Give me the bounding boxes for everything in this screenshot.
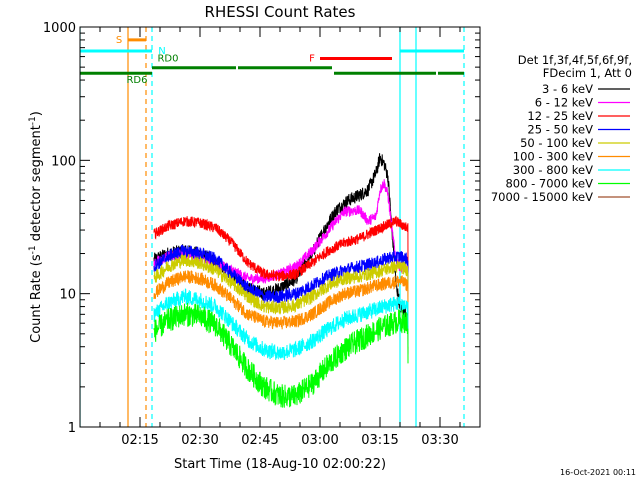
- axis-ticks: 02:15 02:30 02:45 03:00 03:15 03:30 1000 100 10 1: [43, 21, 480, 448]
- series-group: [153, 153, 409, 408]
- x-tick-label-3: 03:00: [301, 433, 338, 448]
- flag-label-n: N: [158, 46, 165, 57]
- legend-label-4: 50 - 100 keV: [520, 136, 593, 150]
- chart-title: RHESSI Count Rates: [205, 3, 356, 21]
- x-tick-label-5: 03:30: [421, 433, 458, 448]
- series-line-6: [153, 288, 409, 361]
- flag-label-f: F: [309, 54, 315, 65]
- plot-frame: [79, 26, 481, 428]
- legend-label-3: 25 - 50 keV: [527, 123, 593, 137]
- flag-label-rd6: RD6: [126, 75, 147, 86]
- x-tick-label-2: 02:45: [241, 433, 278, 448]
- series-line-2: [153, 215, 409, 282]
- series-line-4: [153, 254, 409, 315]
- legend-label-5: 100 - 300 keV: [513, 150, 593, 164]
- legend-header-line-1: Det 1f,3f,4f,5f,6f,9f,: [518, 53, 632, 67]
- y-tick-label-1: 100: [51, 154, 76, 169]
- series-line-5: [153, 270, 409, 330]
- flag-bars: S N F RD0 RD6: [80, 35, 464, 86]
- legend: Det 1f,3f,4f,5f,6f,9f, FDecim 1, Att 0 3…: [491, 53, 632, 204]
- x-tick-label-0: 02:15: [121, 433, 158, 448]
- y-tick-label-0: 1000: [43, 21, 76, 36]
- vertical-marker-lines: [80, 27, 465, 427]
- legend-label-8: 7000 - 15000 keV: [491, 190, 593, 204]
- flag-label-rd0: RD0: [157, 54, 178, 65]
- generation-timestamp: 16-Oct-2021 00:11: [560, 468, 636, 477]
- legend-header-line-2: FDecim 1, Att 0: [543, 66, 632, 80]
- y-axis-label-mid: detector segment: [29, 125, 44, 245]
- legend-label-7: 800 - 7000 keV: [505, 177, 593, 191]
- y-tick-label-3: 1: [68, 421, 76, 436]
- y-axis-label-main: Count Rate (s: [29, 254, 44, 343]
- y-axis-label: Count Rate (s-1 detector segment-1): [28, 111, 44, 343]
- legend-label-0: 3 - 6 keV: [542, 82, 593, 96]
- legend-label-6: 300 - 800 keV: [513, 163, 593, 177]
- x-tick-label-1: 02:30: [181, 433, 218, 448]
- flag-label-s: S: [116, 35, 122, 46]
- y-axis-label-end: ): [29, 111, 44, 116]
- series-line-7: [153, 302, 409, 408]
- x-tick-label-4: 03:15: [361, 433, 398, 448]
- y-tick-label-2: 10: [59, 288, 76, 303]
- legend-label-2: 12 - 25 keV: [527, 109, 593, 123]
- series-line-3: [153, 244, 409, 304]
- legend-label-1: 6 - 12 keV: [535, 96, 593, 110]
- y-axis-label-sup2: -1: [28, 116, 38, 125]
- x-axis-label: Start Time (18-Aug-10 02:00:22): [174, 457, 386, 472]
- y-axis-label-sup1: -1: [28, 245, 38, 254]
